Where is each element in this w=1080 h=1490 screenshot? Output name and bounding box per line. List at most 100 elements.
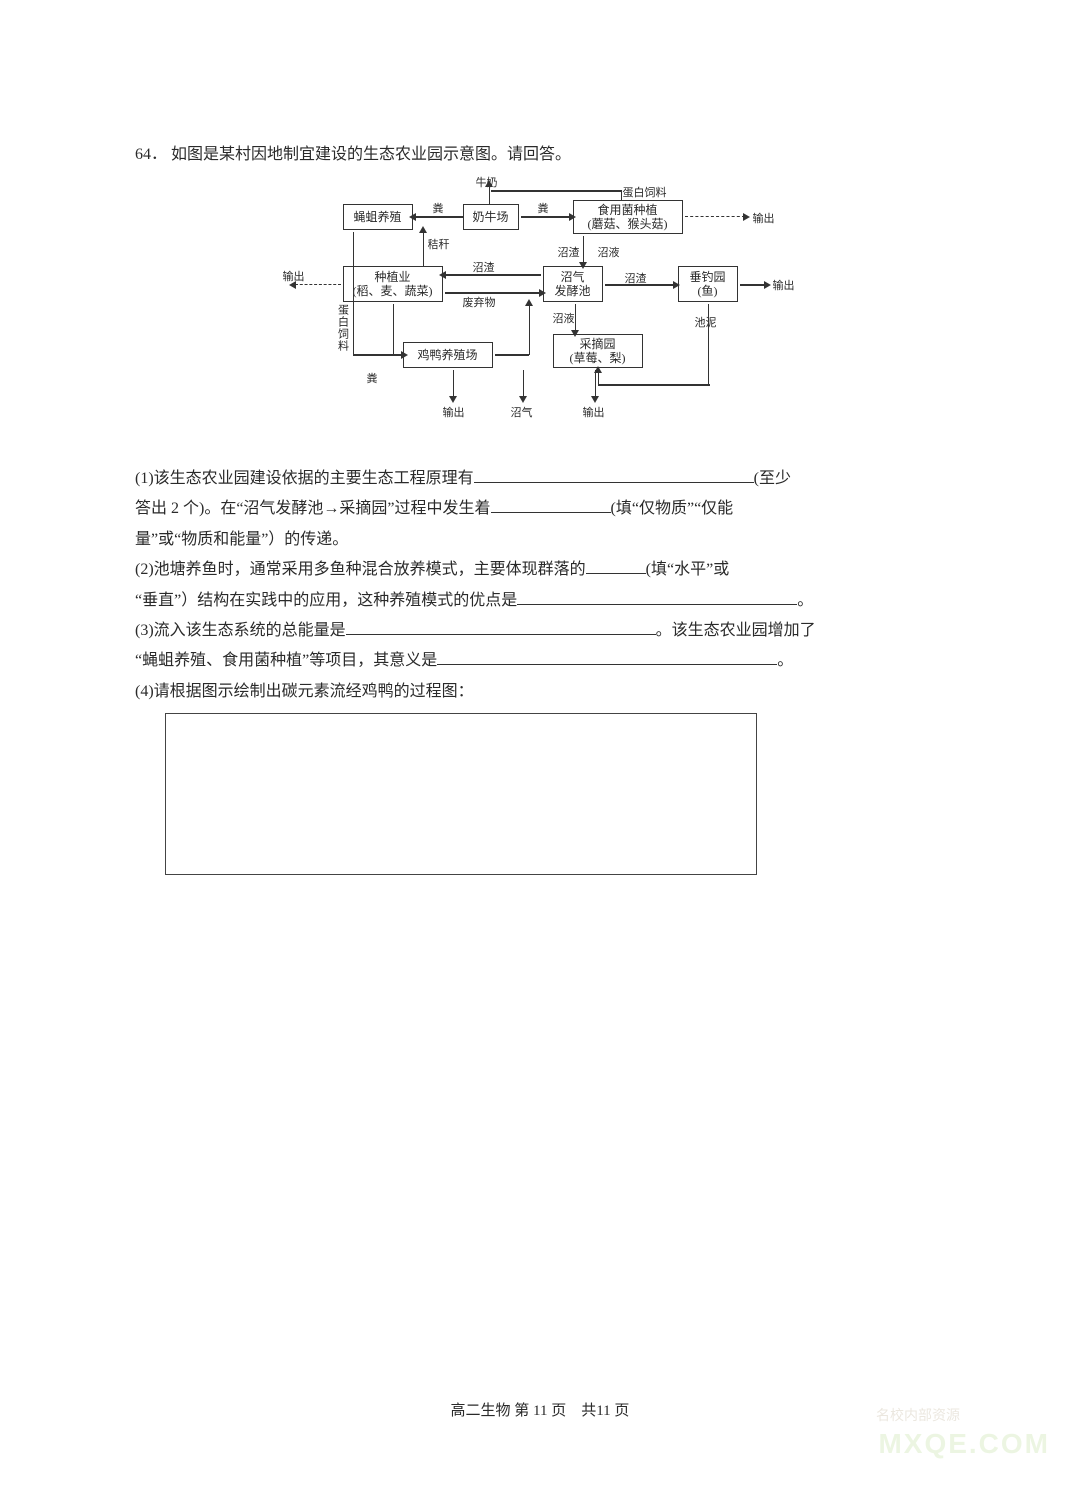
box-dairy-label: 奶牛场 [472,210,508,224]
q2-part-a: (2)池塘养鱼时，通常采用多鱼种混合放养模式，主要体现群落的 [135,561,586,578]
arrowhead-orchard-out [591,396,599,403]
arrowhead-plant-poultry [401,351,408,359]
arrowhead-poultry-out [449,396,457,403]
arrowhead-mush-biogas [579,262,587,269]
arrowhead-fishing-out [764,281,771,289]
label-residue-1: 沼渣 [473,259,495,275]
q1-part-d: (填“仅物质”“仅能 [611,500,734,517]
line-plant-poultry-v [393,304,395,354]
arrowhead-milk [485,180,493,187]
label-output-1: 输出 [753,210,775,226]
blank-2 [491,497,611,513]
q4-text: (4)请根据图示绘制出碳元素流经鸡鸭的过程图： [135,683,474,700]
line-protein-top [491,190,621,192]
question-number: 64． [135,146,167,163]
line-poultry-h [495,354,529,356]
label-protein-feed: 蛋白饲料 [623,184,667,200]
box-poultry: 鸡鸭养殖场 [403,342,493,368]
q1-part-e: 量”或“物质和能量”）的传递。 [135,531,348,548]
q2-part-b: (填“水平”或 [646,561,730,578]
question-stem: 如图是某村因地制宜建设的生态农业园示意图。请回答。 [171,146,571,163]
box-earthworm: 蝇蛆养殖 [343,204,413,230]
q3-part-c: “蝇蛆养殖、食用菌种植”等项目，其意义是 [135,652,437,669]
arrow-dairy-mushroom [521,216,571,218]
arrowhead-dairy-mushroom [569,213,576,221]
line-pond-v [708,304,710,352]
arrowhead-planting-dairy [419,226,427,233]
arrow-poultry-out [453,370,455,398]
arrowhead-biogas-planting [439,271,446,279]
box-biogas-l1: 沼气 [560,270,584,284]
line-earth-vert [353,232,355,354]
box-planting: 种植业 (稻、麦、蔬菜) [343,266,443,302]
label-manure-2: 粪 [538,200,549,216]
arrowhead-poultry-biogas [525,299,533,306]
arrowhead-dairy-earthworm [409,213,416,221]
q1-part-c: 答出 2 个)。在“沼气发酵池→采摘园”过程中发生着 [135,500,491,517]
label-residue-2: 沼渣 [558,244,580,260]
label-waste: 废弃物 [463,294,496,310]
arrow-planting-dairy [423,232,425,266]
line-pond-h [598,384,710,386]
label-liquid-top: 沼液 [598,244,620,260]
arrowhead-planting-biogas [539,289,546,297]
box-biogas-l2: 发酵池 [554,284,590,298]
q1-part-b: (至少 [754,470,791,487]
line-poultry-biogas-v [529,304,531,355]
box-fishing-l2: (鱼) [698,284,718,298]
line-protein-drop [621,190,623,200]
box-planting-l2: (稻、麦、蔬菜) [353,284,433,298]
label-liquid-2: 沼液 [553,310,575,326]
blank-3 [586,558,646,574]
label-out-b1: 输出 [443,404,465,420]
box-planting-l1: 种植业 [374,270,410,284]
label-biogas-out: 沼气 [511,404,533,420]
arrow-biogas-orchard [575,304,577,332]
arrowhead-biogas-out [519,396,527,403]
arrowhead-biogas-fishing [673,281,680,289]
box-biogas: 沼气 发酵池 [543,266,603,302]
q2-part-c: “垂直”）结构在实践中的应用，这种养殖模式的优点是 [135,592,517,609]
box-fishing: 垂钓园 (鱼) [678,266,738,302]
line-pond-v2 [708,352,710,385]
box-mushroom-l1: 食用菌种植 [597,203,657,217]
arrow-dairy-milk [489,186,491,204]
label-pondmud: 池泥 [695,314,717,330]
box-earthworm-label: 蝇蛆养殖 [353,210,401,224]
label-residue-3: 沼渣 [625,270,647,286]
box-dairy: 奶牛场 [463,204,519,230]
box-mushroom-l2: (蘑菇、猴头菇) [588,217,668,231]
blank-6 [437,649,777,665]
label-protein-v: 蛋白饲料 [335,304,351,352]
label-manure-3: 粪 [367,370,378,386]
box-orchard-l2: (草莓、梨) [570,351,626,365]
line-earth-poultry-h [353,354,401,356]
arrow-orchard-out [595,370,597,398]
blank-5 [346,619,656,635]
arrow-mushroom-out [685,216,745,217]
blank-4 [517,588,797,604]
label-manure-1: 粪 [433,200,444,216]
box-poultry-label: 鸡鸭养殖场 [417,348,477,362]
question-body: (1)该生态农业园建设依据的主要生态工程原理有 (至少 答出 2 个)。在“沼气发… [135,464,950,707]
arrowhead-biogas-orchard [571,330,579,337]
label-output-2: 输出 [773,277,795,293]
question-title: 64． 如图是某村因地制宜建设的生态农业园示意图。请回答。 [135,140,950,164]
arrow-biogas-out [523,370,525,398]
blank-1 [474,467,754,483]
label-straw: 秸秆 [428,236,450,252]
q3-part-b: 。该生态农业园增加了 [656,622,816,639]
line-mush-biogas-v [583,236,585,264]
box-mushroom: 食用菌种植 (蘑菇、猴头菇) [573,200,683,234]
box-fishing-l1: 垂钓园 [689,270,725,284]
box-orchard-l1: 采摘园 [579,337,615,351]
arrow-fishing-out [740,284,766,286]
answer-drawing-box [165,713,757,875]
ecology-diagram: 牛奶 蛋白饲料 蝇蛆养殖 奶牛场 食用菌种植 (蘑菇、猴头菇) 种植业 (稻、麦… [283,174,803,454]
q1-part-a: (1)该生态农业园建设依据的主要生态工程原理有 [135,470,474,487]
label-out-b2: 输出 [583,404,605,420]
page-root: 64． 如图是某村因地制宜建设的生态农业园示意图。请回答。 牛奶 蛋白饲料 蝇蛆… [0,0,1080,1490]
watermark-text-cn: 名校内部资源 [876,1405,960,1425]
watermark-text-en: MXQE.COM [878,1428,1050,1460]
q3-part-a: (3)流入该生态系统的总能量是 [135,622,346,639]
